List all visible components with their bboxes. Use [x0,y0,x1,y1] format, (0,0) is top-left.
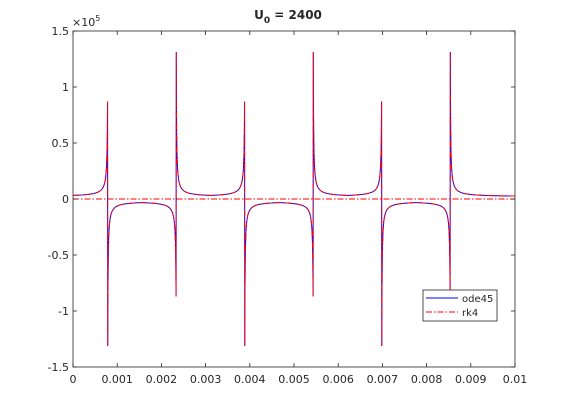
x-tick-label: 0.009 [455,373,487,386]
y-tick-label: 1 [62,81,69,94]
x-tick-label: 0 [70,373,77,386]
y-tick-label: -0.5 [48,249,69,262]
x-tick-label: 0.001 [101,373,133,386]
x-tick-label: 0.003 [190,373,222,386]
x-tick-label: 0.007 [367,373,399,386]
y-axis: -1.5 -1 -0.5 0 0.5 1 1.5 [48,25,515,374]
y-axis-exponent: ×105 [72,14,100,29]
plot-area [72,30,516,368]
y-tick-label: 1.5 [52,25,70,38]
legend-label-rk4: rk4 [462,308,478,319]
y-tick-label: -1.5 [48,361,69,374]
x-tick-label: 0.002 [146,373,178,386]
legend-label-ode45: ode45 [462,294,493,305]
legend-box [422,289,498,322]
x-tick-label: 0.006 [322,373,354,386]
x-tick-label: 0.01 [503,373,528,386]
x-axis: 0 0.001 0.002 0.003 0.004 0.005 0.006 0.007 0.00… [70,31,528,386]
y-tick-label: 0 [62,193,69,206]
chart-title: U0 = 2400 [254,8,322,26]
x-tick-label: 0.004 [234,373,266,386]
x-tick-label: 0.008 [411,373,443,386]
series-line-rk4 [72,51,516,347]
legend: ode45 rk4 [422,289,498,322]
y-tick-label: 0.5 [52,137,70,150]
x-tick-label: 0.005 [278,373,310,386]
y-tick-label: -1 [58,305,69,318]
